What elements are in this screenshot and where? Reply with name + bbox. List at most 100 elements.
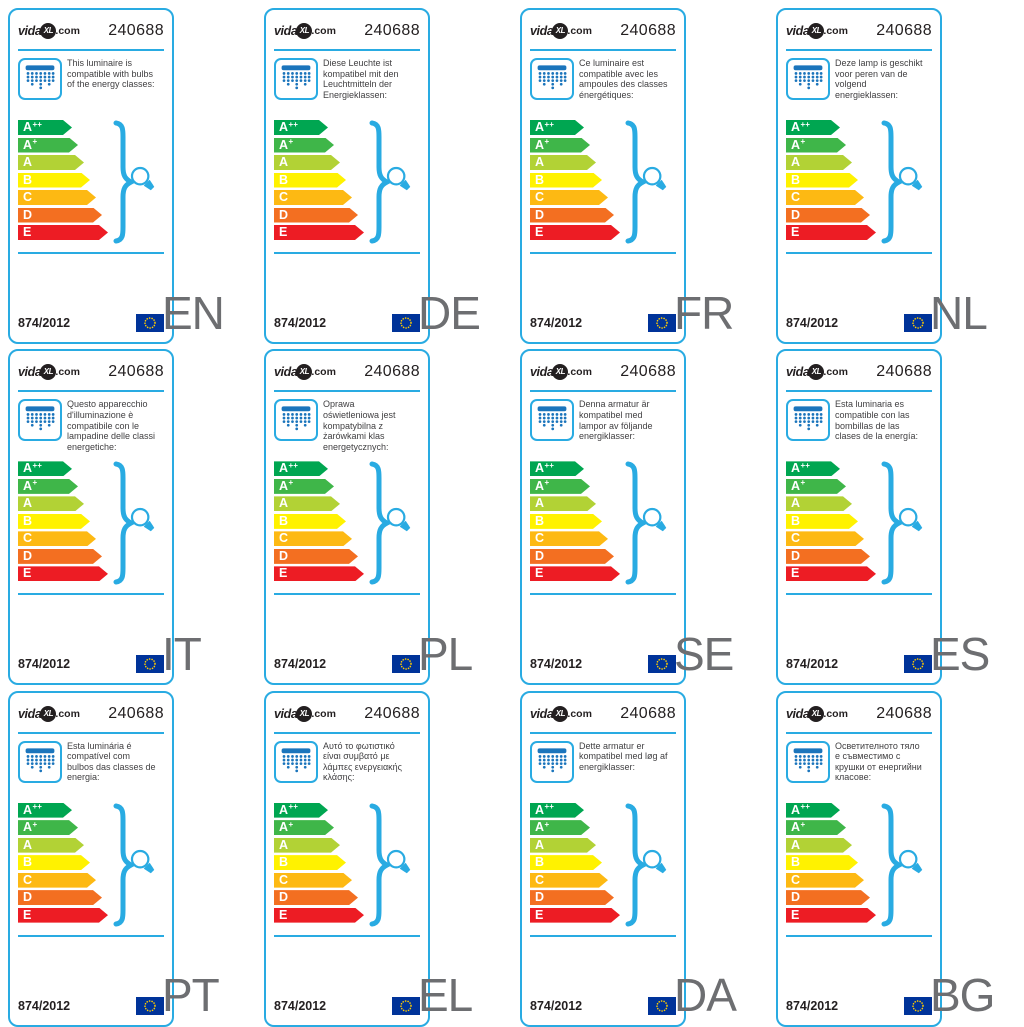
footer-divider — [274, 934, 420, 937]
energy-class-arrow: B — [786, 173, 858, 188]
luminaire-icon-box — [786, 399, 830, 442]
energy-class-letter: C — [23, 190, 33, 204]
brand-prefix: vida — [786, 365, 810, 380]
spacer — [18, 595, 164, 653]
energy-class-letter: B — [791, 513, 801, 528]
card-footer: 874/2012 — [274, 995, 420, 1017]
energy-label-card: vida XL .com 240688 — [520, 8, 686, 344]
brand-xl-mark: XL — [552, 705, 569, 722]
energy-class-superscript: ++ — [544, 802, 554, 812]
regulation-number: 874/2012 — [786, 657, 839, 672]
compatibility-description: Esta luminária é compatível com bulbos d… — [67, 740, 156, 783]
energy-class-scale: A ++ A + A B C D E — [18, 120, 164, 244]
energy-class-arrow: B — [274, 855, 346, 870]
regulation-number: 874/2012 — [18, 657, 71, 672]
energy-class-letter: A — [535, 120, 545, 134]
luminaire-icon-box — [530, 58, 574, 100]
card-header: vida XL .com 240688 — [18, 18, 164, 44]
energy-class-arrow: E — [274, 566, 364, 581]
energy-class-superscript: ++ — [32, 460, 42, 470]
energy-class-scale: A ++ A + A B C D E — [786, 120, 932, 244]
energy-class-arrow: B — [18, 855, 90, 870]
vidaxl-logo: vida XL .com — [18, 23, 80, 39]
eu-flag-icon — [648, 655, 676, 674]
card-header: vida XL .com 240688 — [530, 359, 676, 385]
energy-class-scale: A ++ A + A B C D E — [274, 803, 420, 927]
energy-class-superscript: + — [288, 819, 294, 829]
energy-class-arrow: D — [786, 208, 870, 223]
energy-class-arrow: A — [530, 496, 596, 511]
energy-class-letter: B — [23, 513, 33, 528]
label-cell: vida XL .com 240688 — [512, 341, 768, 686]
luminaire-icon-box — [274, 58, 318, 100]
energy-class-letter: E — [279, 907, 288, 922]
luminaire-icon-box — [18, 399, 62, 442]
energy-class-list: A ++ A + A B C D E — [274, 120, 364, 243]
chandelier-icon — [537, 406, 567, 434]
energy-class-arrow: A ++ — [274, 461, 328, 476]
energy-class-letter: A — [23, 496, 33, 511]
header-divider — [18, 731, 164, 734]
energy-class-arrow: A ++ — [274, 803, 328, 818]
header-divider — [274, 731, 420, 734]
brand-xl-mark: XL — [40, 705, 57, 722]
energy-class-superscript: + — [544, 819, 550, 829]
regulation-number: 874/2012 — [786, 998, 839, 1013]
energy-class-letter: A — [23, 837, 33, 852]
card-footer: 874/2012 — [786, 312, 932, 334]
energy-class-scale: A ++ A + A B C D E — [530, 120, 676, 244]
energy-class-arrow: D — [18, 208, 102, 223]
energy-class-letter: E — [535, 566, 544, 581]
energy-class-arrow: E — [274, 225, 364, 240]
energy-label-card: vida XL .com 240688 — [776, 349, 942, 686]
energy-class-superscript: ++ — [800, 460, 810, 470]
energy-class-arrow: C — [274, 873, 352, 888]
compatibility-info: Diese Leuchte ist kompatibel mit den Leu… — [274, 58, 420, 112]
energy-class-letter: A — [279, 478, 289, 493]
energy-class-arrow: A ++ — [530, 120, 584, 135]
bracket-icon — [113, 120, 136, 244]
header-divider — [530, 390, 676, 393]
energy-class-list: A ++ A + A B C D E — [18, 120, 108, 243]
card-footer: 874/2012 — [786, 653, 932, 675]
language-label: BG — [930, 969, 995, 1022]
chandelier-icon — [25, 65, 55, 93]
luminaire-icon-box — [530, 399, 574, 442]
chandelier-icon — [537, 65, 567, 93]
bracket-icon — [625, 120, 648, 244]
energy-class-arrow: A ++ — [18, 461, 72, 476]
energy-class-letter: B — [23, 172, 33, 187]
language-label: IT — [162, 627, 202, 680]
product-number: 240688 — [620, 363, 676, 381]
language-label: SE — [674, 627, 734, 680]
energy-class-list: A ++ A + A B C D E — [786, 803, 876, 926]
energy-class-arrow: A ++ — [274, 120, 328, 135]
energy-class-superscript: + — [32, 478, 38, 488]
regulation-number: 874/2012 — [18, 998, 71, 1013]
energy-class-list: A ++ A + A B C D E — [530, 803, 620, 926]
language-label: EL — [418, 969, 473, 1022]
light-bulb-icon — [386, 166, 411, 191]
spacer — [274, 937, 420, 995]
light-bulb-icon — [642, 849, 667, 873]
energy-class-letter: A — [279, 820, 289, 835]
brand-prefix: vida — [18, 24, 42, 38]
product-number: 240688 — [364, 22, 420, 39]
energy-class-arrow: D — [18, 549, 102, 564]
energy-class-scale: A ++ A + A B C D E — [274, 461, 420, 585]
energy-class-arrow: A + — [18, 820, 78, 835]
compatibility-description: Dette armatur er kompatibel med løg af e… — [579, 740, 668, 772]
regulation-number: 874/2012 — [274, 316, 327, 330]
brand-suffix: .com — [567, 25, 592, 37]
energy-class-arrow: A + — [530, 820, 590, 835]
bracket-icon — [113, 461, 136, 585]
energy-class-arrow: E — [786, 566, 876, 581]
vidaxl-logo: vida XL .com — [786, 705, 848, 722]
eu-flag-icon — [904, 996, 932, 1015]
energy-class-arrow: A — [274, 496, 340, 511]
footer-divider — [274, 252, 420, 254]
energy-class-superscript: + — [800, 819, 806, 829]
card-header: vida XL .com 240688 — [18, 359, 164, 385]
product-number: 240688 — [364, 704, 420, 722]
energy-class-arrow: B — [274, 173, 346, 188]
